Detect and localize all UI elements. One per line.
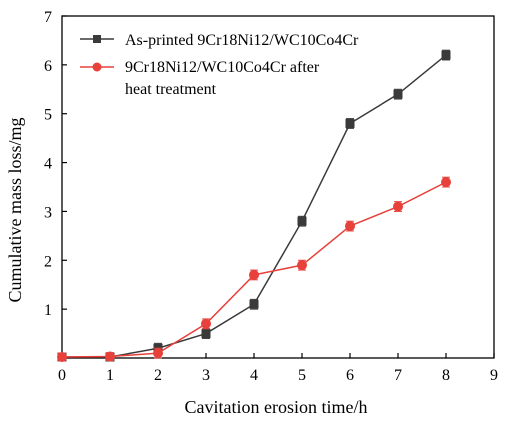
data-point bbox=[201, 329, 211, 339]
legend-marker-heat-treated bbox=[92, 62, 102, 72]
y-tick-label: 4 bbox=[44, 156, 52, 173]
x-tick-label: 7 bbox=[394, 367, 402, 384]
series-2 bbox=[57, 176, 451, 363]
data-point bbox=[249, 269, 259, 280]
y-tick-label: 3 bbox=[44, 204, 52, 221]
y-tick-label: 5 bbox=[44, 107, 52, 124]
y-axis-title: Cumulative mass loss/mg bbox=[5, 117, 25, 302]
series-1 bbox=[57, 49, 451, 362]
x-tick-label: 4 bbox=[250, 367, 258, 384]
x-tick-label: 1 bbox=[106, 367, 114, 384]
data-point bbox=[57, 352, 67, 363]
y-tick-label: 7 bbox=[44, 9, 52, 26]
series-layer bbox=[57, 49, 451, 363]
x-tick-label: 5 bbox=[298, 367, 306, 384]
data-point bbox=[201, 318, 211, 329]
legend: As-printed 9Cr18Ni12/WC10Co4Cr 9Cr18Ni12… bbox=[80, 32, 359, 98]
legend-label-as-printed: As-printed 9Cr18Ni12/WC10Co4Cr bbox=[125, 32, 359, 49]
data-point bbox=[249, 299, 259, 309]
data-point bbox=[393, 201, 403, 212]
legend-label-heat-treated-line2: heat treatment bbox=[125, 81, 217, 98]
data-point bbox=[393, 89, 403, 99]
x-tick-label: 2 bbox=[154, 367, 162, 384]
x-tick-label: 3 bbox=[202, 367, 210, 384]
axes bbox=[61, 15, 495, 359]
data-point bbox=[345, 118, 355, 128]
ticks: 0 1 2 3 4 5 6 7 8 9 1 2 3 4 5 6 7 bbox=[44, 9, 498, 384]
data-point bbox=[297, 260, 307, 271]
data-point bbox=[345, 221, 355, 232]
data-point bbox=[441, 177, 451, 188]
data-point bbox=[297, 216, 307, 226]
legend-marker-as-printed bbox=[93, 35, 101, 43]
y-tick-label: 2 bbox=[44, 253, 52, 270]
x-tick-label: 9 bbox=[490, 367, 498, 384]
x-tick-label: 8 bbox=[442, 367, 450, 384]
series-line bbox=[62, 54, 447, 358]
plot-frame bbox=[61, 15, 495, 359]
data-point bbox=[105, 351, 115, 362]
x-tick-label: 0 bbox=[58, 367, 66, 384]
data-point bbox=[441, 50, 451, 60]
y-tick-label: 6 bbox=[44, 58, 52, 75]
y-tick-label: 1 bbox=[44, 302, 52, 319]
x-axis-title: Cavitation erosion time/h bbox=[185, 397, 368, 417]
data-point bbox=[153, 348, 163, 359]
x-tick-label: 6 bbox=[346, 367, 354, 384]
legend-label-heat-treated: 9Cr18Ni12/WC10Co4Cr after bbox=[125, 59, 320, 76]
